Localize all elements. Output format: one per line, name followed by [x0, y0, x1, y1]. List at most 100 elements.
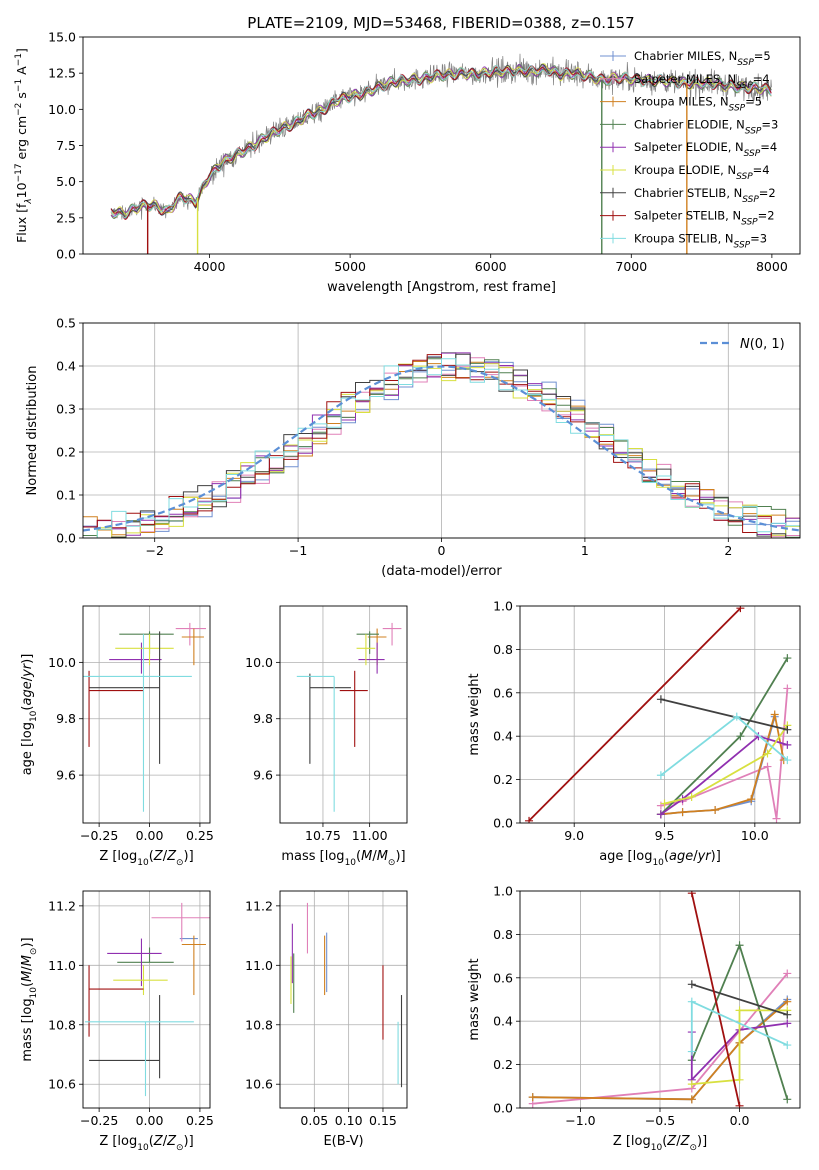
y-tick-label: 0.0 — [56, 531, 76, 546]
y-tick-label: 11.0 — [245, 958, 273, 973]
weight-line — [660, 698, 788, 731]
label-part: Kroupa MILES, N — [634, 95, 729, 109]
y-tick-label: 9.8 — [253, 711, 273, 726]
y-tick-label: 10.0 — [48, 655, 76, 670]
axes-residual-histogram: −2 −1 0 1 2 0.0 0.1 0.2 0.3 0.4 0.5 (data-model)/er… — [25, 316, 801, 579]
weight-marker — [783, 1019, 792, 1028]
y-tick-label: 10.0 — [245, 655, 273, 670]
label-part: mass [log — [20, 998, 35, 1061]
label-part: SSP — [745, 126, 762, 136]
weight-marker — [678, 808, 687, 817]
label-part: wavelength [Angstrom, rest frame] — [327, 280, 556, 295]
label-part: Chabrier STELIB, N — [634, 186, 742, 200]
model-line-kroupa-stelib — [110, 64, 772, 219]
label-part: ⊙ — [29, 948, 39, 956]
label-part: age — [669, 849, 693, 864]
x-tick-label: −0.25 — [80, 828, 118, 843]
x-axis-label: Z [log10(Z/Z⊙)] — [99, 849, 193, 868]
x-tick-label: −2 — [145, 543, 163, 558]
label-part: Z [log — [99, 849, 137, 864]
x-tick-label: 6000 — [475, 259, 507, 274]
label-part: age — [20, 681, 35, 705]
label-part: s — [14, 92, 29, 103]
label-part: ( — [149, 1134, 154, 1149]
errorbar-point-kroupa-stelib — [85, 1021, 194, 1097]
label-part: Salpeter MILES, N — [634, 72, 736, 86]
legend-entry: Kroupa STELIB, NSSP=3 — [634, 231, 767, 250]
label-part: )] — [395, 849, 405, 864]
axes-frame — [82, 890, 211, 1109]
weight-marker — [711, 805, 720, 814]
label-part: −2 — [14, 103, 24, 116]
label-part: ( — [20, 706, 35, 711]
label-part: Z — [153, 849, 164, 864]
y-tick-label: 11.2 — [48, 898, 76, 913]
x-tick-label: −0.5 — [645, 1113, 675, 1128]
label-part: Z — [166, 849, 177, 864]
y-tick-label: 0.0 — [56, 247, 76, 262]
axes-spectrum: 4000 5000 6000 7000 8000 0.0 2.5 5.0 7.5 10.0 12.5… — [14, 30, 801, 295]
label-part: / — [163, 849, 168, 864]
x-tick-label: 10.0 — [741, 828, 769, 843]
plot-area-mass-vs-ebv — [290, 902, 403, 1088]
label-part: M — [20, 971, 35, 982]
label-part: M — [361, 849, 372, 864]
weight-marker — [656, 695, 665, 704]
legend-entry: Kroupa ELODIE, NSSP=4 — [634, 163, 770, 182]
errorbar-point-salpeter-miles — [151, 902, 210, 942]
weight-marker — [687, 891, 696, 898]
y-tick-label: 0.4 — [56, 359, 76, 374]
label-part: )] — [697, 1134, 707, 1149]
label-part: Z — [680, 1134, 691, 1149]
label-part: SSP — [736, 81, 753, 91]
weight-series-chabrier-stelib — [656, 695, 792, 734]
label-part: Normed distribution — [25, 366, 40, 496]
weight-marker — [783, 725, 792, 734]
label-part: ⊙ — [176, 858, 184, 868]
weight-marker — [687, 792, 696, 801]
weight-marker — [770, 710, 779, 719]
weight-marker — [783, 969, 792, 978]
weight-marker — [687, 980, 696, 989]
weight-marker — [772, 814, 781, 823]
legend-entry: Chabrier MILES, NSSP=5 — [634, 49, 771, 68]
weight-marker — [732, 712, 741, 721]
label-part: / — [676, 1134, 681, 1149]
label-part: Kroupa STELIB, N — [634, 231, 734, 245]
plot-area-spectrum — [110, 53, 772, 254]
model-line-chabrier-stelib — [110, 63, 772, 219]
plot-area-mass-weight-vs-age — [525, 606, 792, 823]
weight-marker — [747, 795, 756, 804]
x-tick-label: 0.25 — [186, 828, 214, 843]
x-tick-label: 2 — [724, 543, 732, 558]
y-tick-label: 9.6 — [56, 768, 76, 783]
axes-mass-vs-ebv: 0.05 0.10 0.15 10.6 10.8 11.0 11.2 E(B-V) — [245, 890, 408, 1149]
axes-frame — [279, 605, 408, 824]
y-tick-label: 11.2 — [245, 898, 273, 913]
label-part: 10 — [14, 182, 29, 198]
x-tick-label: 7000 — [615, 259, 647, 274]
weight-line — [528, 607, 742, 822]
weight-marker — [763, 762, 772, 771]
label-part: SSP — [744, 149, 761, 159]
x-axis-label: wavelength [Angstrom, rest frame] — [327, 280, 556, 295]
x-tick-label: 4000 — [194, 259, 226, 274]
label-part: =4 — [760, 140, 777, 154]
weight-marker — [687, 1047, 696, 1056]
errorbar-point-salpeter-miles — [175, 622, 206, 646]
label-part: 10 — [652, 858, 664, 868]
label-part: =4 — [753, 163, 770, 177]
y-tick-label: 0.8 — [493, 642, 513, 657]
label-part: / — [372, 849, 377, 864]
weight-series-salpeter-stelib — [687, 891, 744, 1108]
errorbar-point-kroupa-miles — [181, 935, 206, 996]
y-tick-label: 10.8 — [48, 1017, 76, 1032]
label-part: mass weight — [467, 958, 482, 1040]
label-part: Chabrier ELODIE, N — [634, 117, 745, 131]
weight-marker — [783, 654, 792, 663]
weight-line — [660, 735, 788, 816]
weight-marker — [735, 941, 744, 950]
weight-series-kroupa-stelib — [656, 712, 792, 780]
y-axis-label: Flux [fλ10−17 erg cm−2 s−1 A−1] — [14, 48, 34, 243]
x-tick-label: 0.0 — [730, 1113, 750, 1128]
